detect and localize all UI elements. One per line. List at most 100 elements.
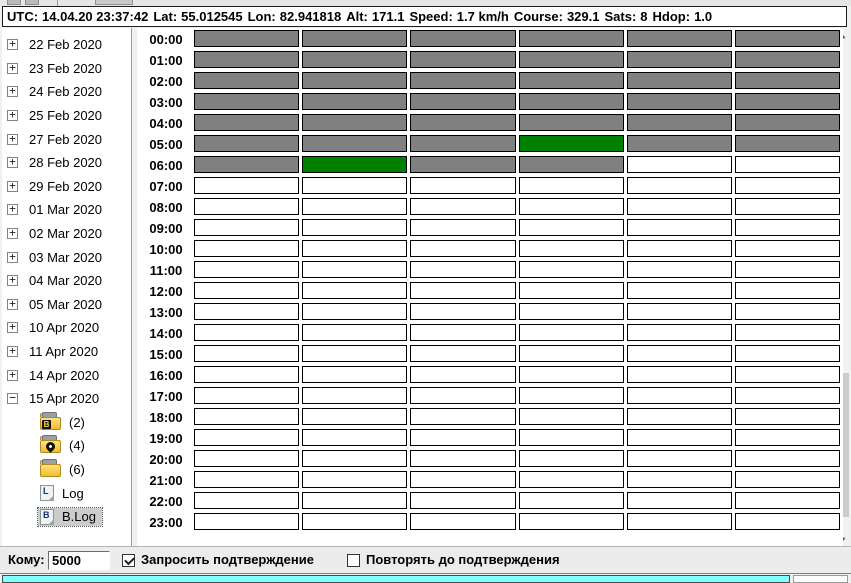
schedule-cell[interactable] xyxy=(734,30,841,47)
panel-divider[interactable] xyxy=(131,28,138,546)
schedule-cell[interactable] xyxy=(626,51,732,68)
tree-item-date[interactable]: +03 Mar 2020 xyxy=(2,245,131,269)
schedule-cell[interactable] xyxy=(194,282,300,299)
expand-icon[interactable]: + xyxy=(7,109,18,122)
schedule-cell[interactable] xyxy=(518,429,624,446)
schedule-cell[interactable] xyxy=(302,492,408,509)
expand-icon[interactable]: + xyxy=(7,227,18,240)
expand-icon[interactable]: + xyxy=(7,62,18,74)
expand-icon[interactable]: + xyxy=(7,133,18,145)
tree-item-date[interactable]: +23 Feb 2020 xyxy=(2,57,131,81)
schedule-cell[interactable] xyxy=(734,450,841,467)
schedule-cell[interactable] xyxy=(518,72,624,89)
schedule-cell[interactable] xyxy=(518,387,624,404)
schedule-cell[interactable] xyxy=(734,240,841,257)
schedule-cell[interactable] xyxy=(410,156,516,173)
tree-item-date[interactable]: +14 Apr 2020 xyxy=(2,363,131,387)
schedule-cell[interactable] xyxy=(302,114,408,131)
tree-item-folder[interactable]: (4) xyxy=(2,434,131,458)
expand-icon[interactable]: + xyxy=(7,369,18,381)
schedule-cell[interactable] xyxy=(194,303,300,320)
schedule-cell[interactable] xyxy=(734,114,841,131)
schedule-cell[interactable] xyxy=(410,240,516,257)
tree-item-date[interactable]: +02 Mar 2020 xyxy=(2,222,131,246)
schedule-cell[interactable] xyxy=(410,450,516,467)
schedule-cell[interactable] xyxy=(626,408,732,425)
tree-item-logfile[interactable]: L Log xyxy=(2,481,131,505)
schedule-cell[interactable] xyxy=(518,513,624,530)
schedule-cell[interactable] xyxy=(626,240,732,257)
confirm-checkbox[interactable] xyxy=(122,554,135,567)
expand-icon[interactable]: + xyxy=(7,298,18,310)
schedule-cell[interactable] xyxy=(626,261,732,278)
schedule-cell[interactable] xyxy=(626,429,732,446)
schedule-cell[interactable] xyxy=(518,303,624,320)
schedule-cell[interactable] xyxy=(194,156,300,173)
tree-item-date[interactable]: +11 Apr 2020 xyxy=(2,340,131,364)
tree-item-date[interactable]: +24 Feb 2020 xyxy=(2,80,131,104)
schedule-cell[interactable] xyxy=(194,135,300,152)
expand-icon[interactable]: + xyxy=(7,203,18,216)
schedule-cell[interactable] xyxy=(302,72,408,89)
schedule-cell[interactable] xyxy=(410,324,516,341)
schedule-cell[interactable] xyxy=(410,471,516,488)
schedule-cell[interactable] xyxy=(410,51,516,68)
recipient-input[interactable] xyxy=(48,551,110,570)
schedule-cell[interactable] xyxy=(734,156,841,173)
repeat-checkbox[interactable] xyxy=(347,554,360,567)
schedule-cell[interactable] xyxy=(626,366,732,383)
schedule-cell[interactable] xyxy=(194,114,300,131)
schedule-cell[interactable] xyxy=(518,345,624,362)
schedule-cell[interactable] xyxy=(302,366,408,383)
schedule-cell[interactable] xyxy=(302,30,408,47)
schedule-cell[interactable] xyxy=(194,30,300,47)
schedule-cell[interactable] xyxy=(410,177,516,194)
schedule-cell[interactable] xyxy=(302,345,408,362)
schedule-cell[interactable] xyxy=(302,408,408,425)
schedule-cell[interactable] xyxy=(626,72,732,89)
schedule-cell[interactable] xyxy=(194,366,300,383)
schedule-cell[interactable] xyxy=(626,450,732,467)
schedule-cell[interactable] xyxy=(302,513,408,530)
expand-icon[interactable]: + xyxy=(7,321,18,334)
tree-item-date[interactable]: −15 Apr 2020 xyxy=(2,387,131,411)
schedule-cell[interactable] xyxy=(626,324,732,341)
expand-icon[interactable]: + xyxy=(7,85,18,98)
schedule-cell[interactable] xyxy=(194,93,300,110)
schedule-cell[interactable] xyxy=(518,492,624,509)
schedule-cell[interactable] xyxy=(734,72,841,89)
tree-item-date[interactable]: +04 Mar 2020 xyxy=(2,269,131,293)
schedule-cell[interactable] xyxy=(626,93,732,110)
schedule-cell[interactable] xyxy=(410,492,516,509)
schedule-cell[interactable] xyxy=(302,240,408,257)
schedule-cell[interactable] xyxy=(302,93,408,110)
schedule-cell[interactable] xyxy=(410,261,516,278)
tree-item-date[interactable]: +01 Mar 2020 xyxy=(2,198,131,222)
schedule-cell[interactable] xyxy=(734,324,841,341)
schedule-cell[interactable] xyxy=(410,408,516,425)
schedule-cell[interactable] xyxy=(734,387,841,404)
schedule-cell[interactable] xyxy=(410,72,516,89)
schedule-cell[interactable] xyxy=(194,177,300,194)
schedule-cell[interactable] xyxy=(734,492,841,509)
schedule-cell[interactable] xyxy=(518,219,624,236)
schedule-cell[interactable] xyxy=(302,51,408,68)
schedule-cell[interactable] xyxy=(194,198,300,215)
schedule-cell[interactable] xyxy=(302,429,408,446)
schedule-cell[interactable] xyxy=(194,324,300,341)
schedule-cell[interactable] xyxy=(518,408,624,425)
schedule-cell[interactable] xyxy=(518,324,624,341)
schedule-cell[interactable] xyxy=(410,93,516,110)
schedule-cell[interactable] xyxy=(626,135,732,152)
schedule-cell[interactable] xyxy=(734,471,841,488)
schedule-cell[interactable] xyxy=(410,345,516,362)
tree-item-date[interactable]: +25 Feb 2020 xyxy=(2,104,131,128)
schedule-cell[interactable] xyxy=(194,513,300,530)
schedule-cell[interactable] xyxy=(194,408,300,425)
schedule-cell[interactable] xyxy=(734,282,841,299)
schedule-cell[interactable] xyxy=(518,30,624,47)
schedule-cell[interactable] xyxy=(626,513,732,530)
expand-icon[interactable]: + xyxy=(7,180,18,192)
schedule-cell[interactable] xyxy=(194,429,300,446)
schedule-cell[interactable] xyxy=(302,135,408,152)
